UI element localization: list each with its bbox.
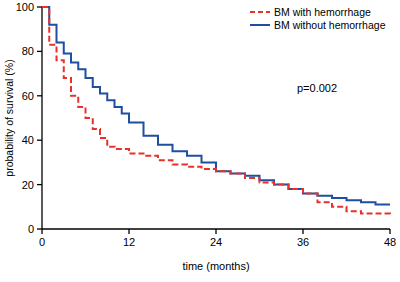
legend-label: BM without hemorrhage	[274, 19, 386, 31]
y-tick-label: 0	[28, 223, 34, 235]
x-tick-label: 48	[384, 236, 396, 248]
plot-area	[42, 7, 390, 216]
x-tick	[128, 229, 129, 234]
legend-swatch	[250, 11, 270, 13]
y-tick-label: 80	[22, 45, 34, 57]
x-tick-label: 12	[123, 236, 135, 248]
x-tick	[389, 229, 390, 234]
y-tick	[37, 140, 42, 141]
survival-curve	[42, 7, 390, 205]
chart: 0 20 40 60 80 100 0 12 24 36 48 time (months) probab…	[0, 0, 400, 282]
x-tick	[302, 229, 303, 234]
x-tick	[215, 229, 216, 234]
y-axis	[41, 7, 42, 229]
y-tick	[37, 184, 42, 185]
x-axis-label: time (months)	[182, 260, 249, 272]
legend-swatch	[250, 24, 270, 26]
p-value: p=0.002	[297, 82, 337, 94]
y-tick-label: 60	[22, 90, 34, 102]
y-tick	[37, 228, 42, 229]
y-tick-label: 20	[22, 179, 34, 191]
legend-label: BM with hemorrhage	[274, 6, 371, 18]
x-tick-label: 24	[210, 236, 222, 248]
y-tick	[37, 6, 42, 7]
y-tick-label: 100	[16, 1, 34, 13]
x-tick	[41, 229, 42, 234]
survival-curve	[42, 7, 390, 216]
x-tick-label: 36	[297, 236, 309, 248]
y-tick	[37, 51, 42, 52]
y-tick	[37, 95, 42, 96]
x-tick-label: 0	[39, 236, 45, 248]
y-axis-label: probability of survival (%)	[3, 59, 15, 176]
y-tick-label: 40	[22, 134, 34, 146]
